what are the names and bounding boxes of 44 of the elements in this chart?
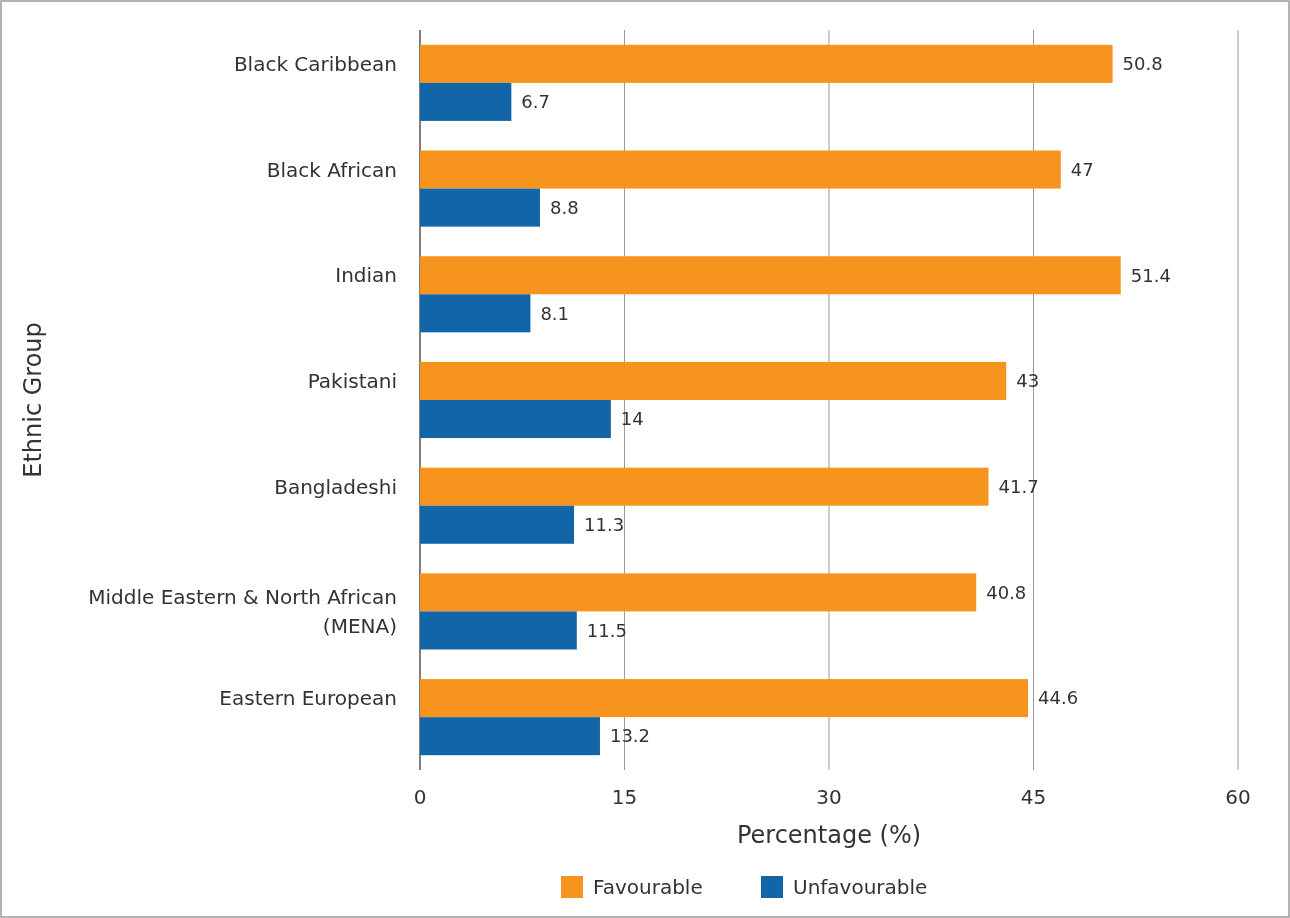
bar <box>420 573 977 612</box>
x-axis-title: Percentage (%) <box>736 821 922 849</box>
x-tick-label: 45 <box>1020 785 1047 809</box>
x-tick-label: 30 <box>816 785 842 809</box>
y-axis-title: Ethnic Group <box>19 322 47 478</box>
data-label: 47 <box>1070 158 1094 180</box>
data-label: 41.7 <box>998 475 1039 497</box>
y-tick-label: Indian <box>335 263 397 288</box>
bar <box>420 188 540 227</box>
data-label: 11.5 <box>586 619 627 641</box>
data-label: 44.6 <box>1038 687 1079 709</box>
y-tick-label: Middle Eastern & North African (MENA) <box>88 585 397 639</box>
x-tick-label: 60 <box>1225 785 1251 809</box>
x-tick-label: 15 <box>611 785 638 809</box>
y-tick-label: Black Caribbean <box>233 51 397 76</box>
data-label: 14 <box>620 408 644 430</box>
data-label: 6.7 <box>521 91 550 113</box>
legend-label: Unfavourable <box>793 875 928 899</box>
bar <box>420 294 531 333</box>
data-label: 51.4 <box>1130 264 1171 286</box>
legend-label: Favourable <box>593 875 703 899</box>
bar <box>420 505 575 544</box>
x-tick-label: 0 <box>413 785 427 809</box>
data-label: 8.8 <box>549 196 579 218</box>
data-label: 13.2 <box>609 725 651 747</box>
bar <box>420 611 577 650</box>
y-tick-label: Bangladeshi <box>274 474 397 499</box>
bar <box>420 150 1061 189</box>
data-label: 40.8 <box>986 581 1027 603</box>
bar <box>420 44 1113 83</box>
bar <box>420 400 611 439</box>
data-label: 11.3 <box>584 514 625 536</box>
bar <box>420 256 1121 295</box>
y-tick-label: Pakistani <box>307 368 397 393</box>
bar <box>420 679 1029 718</box>
bar <box>420 467 989 506</box>
data-label: 43 <box>1016 370 1040 392</box>
y-tick-label: Black African <box>266 157 397 182</box>
data-label: 8.1 <box>540 302 570 324</box>
y-tick-label: Eastern European <box>219 686 397 711</box>
bar <box>420 82 512 121</box>
data-label: 50.8 <box>1122 53 1163 75</box>
bar <box>420 717 600 756</box>
bar <box>420 361 1007 400</box>
